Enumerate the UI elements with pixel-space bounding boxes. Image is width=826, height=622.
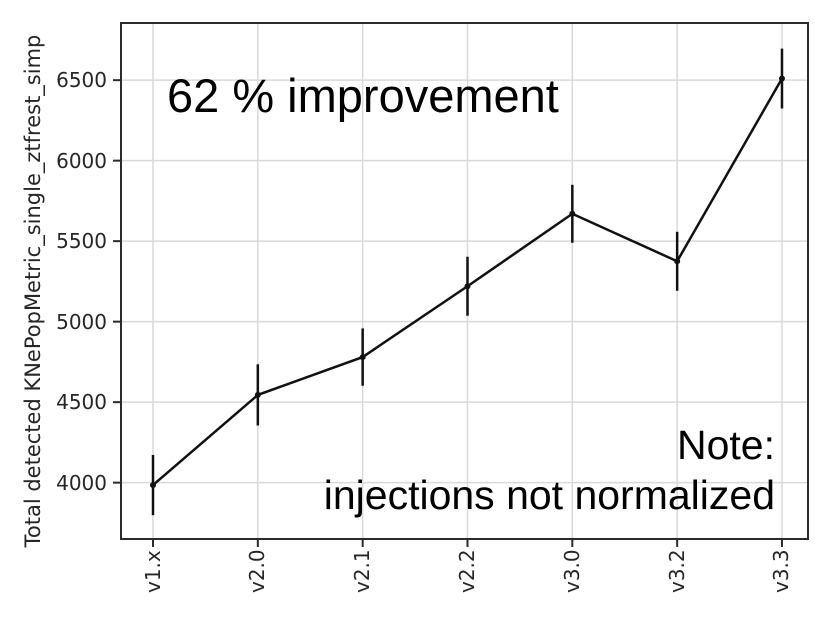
x-tick-label: v2.1	[350, 549, 375, 593]
y-tick-label: 4500	[56, 390, 107, 415]
note-line-2: injections not normalized	[323, 472, 775, 518]
y-tick-label: 6000	[56, 148, 107, 173]
improvement-annotation: 62 % improvement	[167, 69, 559, 122]
y-tick-label: 6500	[56, 68, 107, 93]
note-annotation: Note: injections not normalized	[324, 420, 775, 520]
y-tick-marks	[113, 79, 121, 484]
y-tick-label: 5000	[56, 309, 107, 334]
x-tick-label: v3.0	[559, 549, 584, 593]
x-tick-label: v2.2	[454, 549, 479, 593]
x-tick-label: v2.0	[245, 549, 270, 593]
data-points	[150, 75, 785, 489]
x-tick-marks	[152, 539, 783, 547]
x-tick-label: v1.x	[140, 550, 165, 593]
note-line-1: Note:	[677, 422, 775, 468]
x-tick-label: v3.2	[664, 549, 689, 593]
y-tick-label: 5500	[56, 229, 107, 254]
x-tick-label: v3.3	[769, 549, 794, 593]
plot-border	[120, 22, 809, 540]
y-tick-label: 4000	[56, 470, 107, 495]
